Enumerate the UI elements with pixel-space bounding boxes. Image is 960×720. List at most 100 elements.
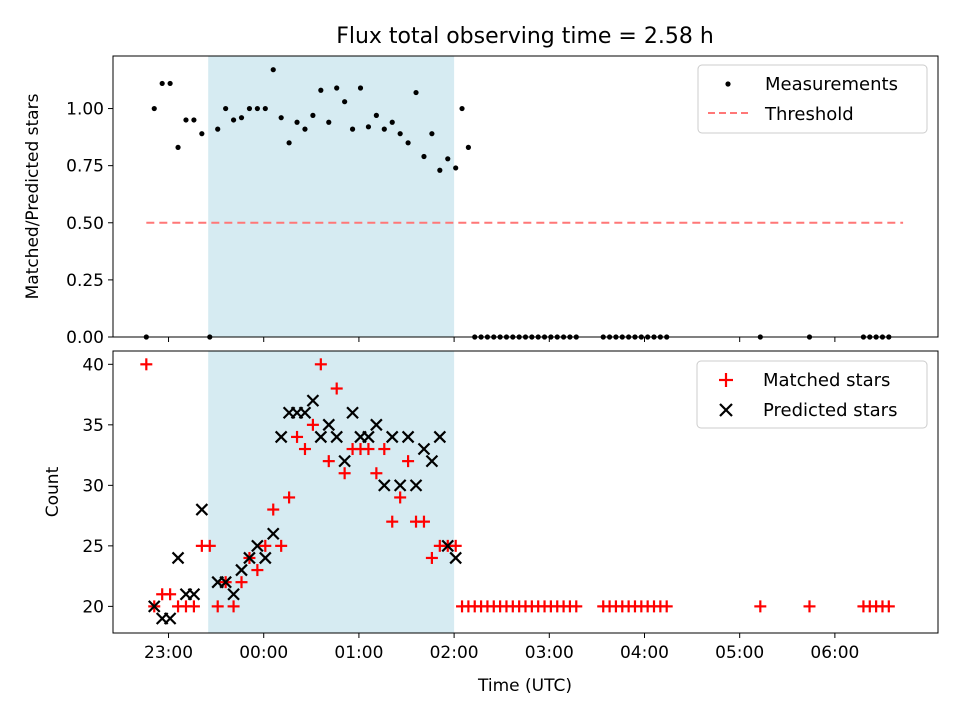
- matched-stars-point: [298, 443, 311, 456]
- measurement-point: [167, 80, 173, 87]
- legend-box: [696, 360, 928, 429]
- measurement-point: [405, 140, 411, 146]
- measurement-point: [199, 131, 205, 137]
- measurement-point: [151, 105, 157, 112]
- axes-frame: [112, 55, 939, 338]
- predicted-stars-point: [195, 503, 209, 516]
- predicted-stars-point: [147, 600, 161, 613]
- plot-area-marks: [140, 358, 895, 625]
- matched-stars-point: [386, 515, 399, 528]
- measurement-point: [183, 117, 189, 123]
- matched-stars-point: [425, 551, 438, 564]
- measurement-point: [381, 126, 387, 132]
- measurement-point: [270, 67, 276, 73]
- matched-stars-point: [251, 564, 264, 577]
- measurement-point: [453, 165, 459, 171]
- y-tick-label: 0.25: [66, 271, 104, 291]
- measurement-point: [215, 126, 221, 132]
- matched-stars-point: [402, 455, 415, 468]
- matched-stars-point: [275, 539, 288, 552]
- predicted-stars-point: [401, 430, 415, 444]
- y-tick-label: 40: [82, 355, 104, 375]
- measurement-point: [397, 131, 403, 137]
- measurement-point: [318, 87, 324, 93]
- x-axis-ticks: 23:00 00:00 01:00 02:00 03:00 04:00 05:00 06:00: [144, 633, 859, 663]
- predicted-stars-point: [425, 454, 439, 468]
- predicted-stars-point: [163, 612, 177, 625]
- measurement-point: [254, 105, 260, 112]
- predicted-stars-point: [393, 479, 407, 492]
- measurement-point: [429, 131, 435, 137]
- predicted-stars-point: [306, 394, 320, 407]
- x-tick-label: 00:00: [239, 643, 288, 663]
- matched-stars-point: [306, 418, 319, 431]
- matched-stars-point: [338, 467, 351, 480]
- y-tick-label: 0.50: [66, 214, 104, 234]
- measurement-point: [357, 85, 364, 91]
- y-tick-label: 25: [82, 537, 104, 557]
- predicted-stars-point: [171, 551, 185, 565]
- matched-stars-point: [211, 600, 224, 613]
- x-tick-label: 01:00: [334, 643, 383, 663]
- matched-stars-point: [291, 430, 304, 443]
- predicted-stars-point: [259, 551, 272, 565]
- matched-stars-point: [203, 539, 216, 552]
- predicted-stars-point: [338, 454, 351, 468]
- y-tick-label: 1.00: [66, 100, 104, 120]
- measurement-point: [278, 115, 284, 121]
- predicted-stars-point: [409, 479, 423, 492]
- measurement-point: [413, 89, 419, 96]
- panel-counts: 20 25 30 35 40 23:00 00:00 01:00 02:00 03:00 04:0…: [43, 350, 939, 696]
- predicted-stars-point: [370, 418, 383, 432]
- measurement-point: [238, 115, 245, 121]
- matched-stars-point: [235, 576, 248, 589]
- legend-label-measurements: Measurements: [765, 74, 898, 95]
- measurement-point: [365, 124, 372, 130]
- matched-stars-point: [140, 358, 153, 371]
- predicted-stars-point: [227, 587, 240, 601]
- predicted-stars-point: [251, 539, 264, 553]
- predicted-stars-point: [449, 551, 462, 565]
- measurement-point: [302, 126, 308, 132]
- matched-stars-point: [417, 515, 430, 528]
- measurement-point: [246, 105, 253, 112]
- predicted-stars-point: [330, 430, 343, 444]
- measurement-point: [230, 117, 237, 123]
- measurement-point: [421, 153, 427, 160]
- matched-stars-point: [322, 455, 335, 468]
- y-axis-label: Count: [43, 466, 63, 517]
- panel-flux: Flux total observing time = 2.58 h 0.00 0…: [23, 24, 939, 348]
- x-tick-label: 06:00: [810, 643, 859, 663]
- chart-title: Flux total observing time = 2.58 h: [336, 24, 714, 49]
- observing-window-shade: [208, 56, 455, 337]
- x-tick-label: 04:00: [620, 643, 669, 663]
- predicted-stars-point: [235, 563, 248, 577]
- predicted-stars-point: [243, 551, 256, 565]
- predicted-stars-point: [314, 430, 328, 444]
- matched-stars-point: [754, 600, 767, 613]
- measurement-point: [437, 167, 443, 173]
- legend-label-threshold: Threshold: [764, 104, 854, 125]
- predicted-stars-point: [346, 406, 359, 420]
- predicted-stars-point: [378, 479, 391, 492]
- measurement-point: [389, 119, 395, 125]
- y-tick-label: 0.00: [66, 328, 104, 348]
- matched-stars-point: [267, 503, 280, 516]
- x-tick-label: 05:00: [715, 643, 764, 663]
- predicted-stars-point: [433, 430, 447, 444]
- predicted-stars-point: [219, 575, 232, 589]
- predicted-stars-point: [362, 430, 375, 444]
- y-axis-ticks: 0.00 0.25 0.50 0.75 1.00: [66, 100, 113, 348]
- measurement-point: [262, 105, 268, 112]
- matched-stars-point: [378, 443, 391, 456]
- predicted-stars-point: [298, 406, 312, 420]
- x-tick-label: 03:00: [525, 643, 574, 663]
- legend-label-matched: Matched stars: [763, 370, 890, 391]
- matched-stars-point: [370, 467, 383, 480]
- matched-stars-point: [164, 588, 177, 601]
- legend-label-predicted: Predicted stars: [763, 400, 897, 421]
- matched-stars-point: [227, 600, 240, 613]
- measurement-point: [294, 119, 300, 125]
- predicted-stars-point: [187, 587, 201, 601]
